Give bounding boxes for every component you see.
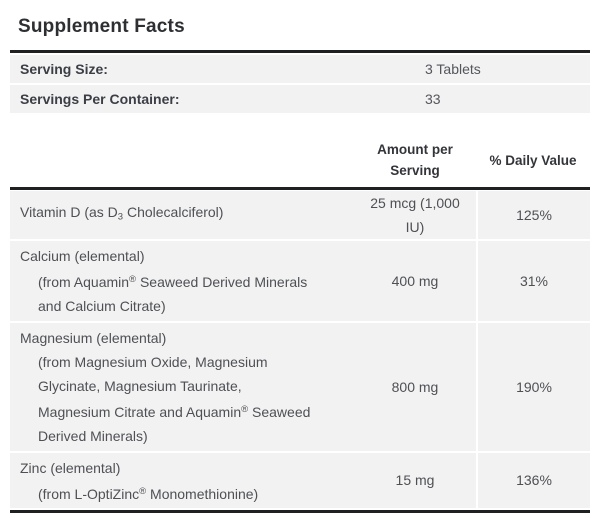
header-rule xyxy=(10,187,590,190)
serving-info-section: Serving Size: 3 Tablets Servings Per Con… xyxy=(10,55,590,113)
ingredient-source-line: Magnesium Citrate and Aquamin® Seaweed xyxy=(38,403,311,420)
servings-per-container-label: Servings Per Container: xyxy=(20,91,180,107)
amount-column-header: Amount per Serving xyxy=(354,139,476,181)
ingredient-name: Calcium (elemental) xyxy=(20,248,145,264)
table-column-headers: Amount per Serving % Daily Value xyxy=(10,133,590,187)
ingredient-name-cell: Zinc (elemental) (from L-OptiZinc® Monom… xyxy=(10,453,354,509)
ingredient-daily-value-cell: 31% xyxy=(476,241,590,321)
daily-value-column-header: % Daily Value xyxy=(489,152,577,168)
serving-size-value: 3 Tablets xyxy=(425,61,481,77)
ingredient-source-line: Glycinate, Magnesium Taurinate, xyxy=(38,377,242,394)
table-row-magnesium: Magnesium (elemental) (from Magnesium Ox… xyxy=(10,322,590,451)
ingredient-daily-value-cell: 125% xyxy=(476,191,590,239)
ingredient-name-cell: Calcium (elemental) (from Aquamin® Seawe… xyxy=(10,241,354,321)
ingredient-amount: 800 mg xyxy=(391,378,439,395)
ingredient-source-line: (from Aquamin® Seaweed Derived Minerals xyxy=(38,273,308,290)
ingredient-amount: 25 mcg (1,000 IU) xyxy=(370,195,460,235)
panel-title: Supplement Facts xyxy=(18,16,185,37)
top-rule xyxy=(10,50,590,53)
table-row-vitamin-d: Vitamin D (as D3 Cholecalciferol) 25 mcg… xyxy=(10,191,590,239)
bottom-rule xyxy=(10,510,590,514)
table-row-calcium: Calcium (elemental) (from Aquamin® Seawe… xyxy=(10,241,590,321)
ingredient-amount: 15 mg xyxy=(395,472,435,489)
table-row-zinc: Zinc (elemental) (from L-OptiZinc® Monom… xyxy=(10,452,590,509)
ingredient-name: Magnesium (elemental) xyxy=(20,329,167,346)
ingredient-daily-value-cell: 190% xyxy=(476,322,590,451)
ingredient-name: Zinc (elemental) xyxy=(20,459,121,476)
ingredient-source-line: (from Magnesium Oxide, Magnesium xyxy=(38,353,268,370)
ingredient-amount-cell: 400 mg xyxy=(354,241,476,321)
amount-column-header-label: Amount per Serving xyxy=(377,142,453,178)
servings-per-container-value: 33 xyxy=(425,91,441,107)
ingredient-source-line: and Calcium Citrate) xyxy=(38,297,166,314)
ingredient-source-line: (from L-OptiZinc® Monomethionine) xyxy=(38,485,259,502)
ingredient-source-line: Derived Minerals) xyxy=(38,427,148,444)
ingredient-daily-value-cell: 136% xyxy=(476,452,590,509)
ingredients-table: Vitamin D (as D3 Cholecalciferol) 25 mcg… xyxy=(10,191,590,509)
ingredient-name-cell: Magnesium (elemental) (from Magnesium Ox… xyxy=(10,323,354,451)
serving-size-label: Serving Size: xyxy=(20,61,108,77)
ingredient-amount-cell: 25 mcg (1,000 IU) xyxy=(354,191,476,239)
ingredient-name-cell: Vitamin D (as D3 Cholecalciferol) xyxy=(10,197,354,232)
serving-size-row: Serving Size: 3 Tablets xyxy=(10,55,590,83)
ingredient-name: Vitamin D (as D3 Cholecalciferol) xyxy=(20,204,224,223)
servings-per-container-row: Servings Per Container: 33 xyxy=(10,85,590,113)
ingredient-amount-cell: 15 mg xyxy=(354,453,476,509)
ingredient-amount: 400 mg xyxy=(391,272,439,289)
ingredient-amount-cell: 800 mg xyxy=(354,323,476,451)
